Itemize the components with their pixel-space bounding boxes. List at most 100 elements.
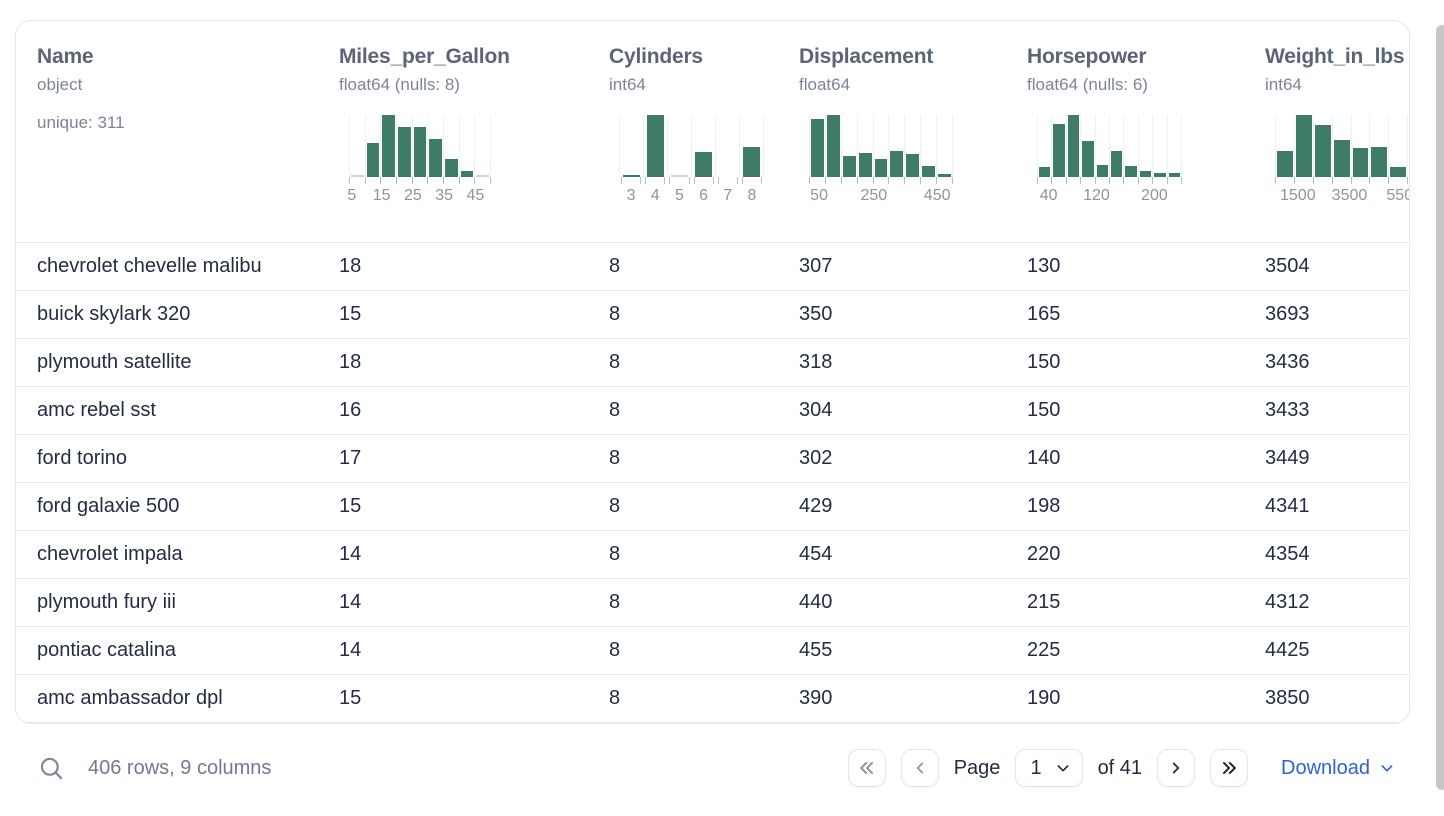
histogram-bin [1293,115,1313,177]
cell-cylinders: 8 [609,351,621,373]
cell-horsepower: 190 [1027,687,1061,709]
histogram-bar [1314,125,1331,177]
column-name: Cylinders [609,45,703,68]
cell-weight-in-lbs: 3449 [1265,447,1310,469]
chevron-right-icon [1172,762,1180,774]
cell-weight-in-lbs: 3433 [1265,399,1310,421]
column-header-name[interactable]: Name object unique: 311 [37,45,339,242]
histogram-bin [1369,115,1388,177]
histogram-bar [351,175,364,177]
histogram-displacement: 50 250 450 [809,115,954,207]
histogram-axis-label: 8 [747,187,757,204]
table-row: amc rebel sst 16 8 304 150 3433 [16,387,1409,435]
histogram-bar [460,171,474,177]
histogram-axis-label: 1500 [1280,187,1316,204]
histogram-bar [445,159,458,177]
cell-name: pontiac catalina [37,639,176,661]
histogram-axis-label: 4 [650,187,660,204]
cell-name: chevrolet impala [37,543,183,565]
first-page-button[interactable] [847,749,886,787]
histogram-axis-label: 5 [347,187,357,204]
column-type: float64 (nulls: 6) [1027,75,1148,94]
column-header-horsepower[interactable]: Horsepower float64 (nulls: 6) 40 120 200 [1027,45,1265,242]
cell-miles-per-gallon: 15 [339,495,362,517]
page-select[interactable]: 1 [1015,749,1083,787]
histogram-axis-labels: 40 120 200 [1037,187,1182,207]
cell-miles-per-gallon: 18 [339,351,362,373]
previous-page-button[interactable] [900,749,939,787]
histogram-bin [349,115,365,177]
table-row: ford galaxie 500 15 8 429 198 4341 [16,483,1409,531]
table-row: chevrolet chevelle malibu 18 8 307 130 3504 [16,243,1409,291]
histogram-bar [743,147,760,177]
histogram-axis-label: 15 [372,187,391,204]
histogram-axis-ticks [1037,177,1183,184]
cell-name: plymouth fury iii [37,591,176,613]
column-type: float64 [799,75,851,94]
table-footer: 406 rows, 9 columns Page 1 of 41 [38,744,1395,792]
histogram-bars [1037,115,1183,177]
histogram-axis-labels: 5 15 25 35 45 [347,187,491,207]
column-header-displacement[interactable]: Displacement float64 50 250 450 [799,45,1027,242]
cell-miles-per-gallon: 14 [339,543,362,565]
chevrons-left-icon [859,762,873,774]
cell-displacement: 429 [799,495,833,517]
histogram-bar [366,143,380,177]
cell-miles-per-gallon: 15 [339,303,362,325]
histogram-bar [938,174,952,177]
column-name: Weight_in_lbs [1265,45,1405,68]
cell-weight-in-lbs: 4312 [1265,591,1310,613]
cell-displacement: 350 [799,303,833,325]
last-page-button[interactable] [1210,749,1249,787]
histogram-axis-labels: 50 250 450 [809,187,953,207]
histogram-bar [1053,124,1065,177]
histogram-bin [872,115,889,177]
table-body: chevrolet chevelle malibu 18 8 307 130 3504 bu… [16,243,1409,723]
vertical-scrollbar[interactable] [1436,25,1444,790]
column-unique-count: unique: 311 [37,113,125,132]
histogram-bin [936,115,954,177]
column-header-cylinders[interactable]: Cylinders int64 3 4 5 6 7 8 [609,45,799,242]
chevron-left-icon [916,762,923,774]
histogram-bin [1275,115,1294,177]
cell-miles-per-gallon: 14 [339,591,362,613]
cell-horsepower: 150 [1027,351,1061,373]
histogram-bin [1388,115,1407,177]
histogram-axis-label: 35 [435,187,454,204]
column-header-miles-per-gallon[interactable]: Miles_per_Gallon float64 (nulls: 8) 5 15 25 3… [339,45,609,242]
histogram-bin [840,115,857,177]
cell-displacement: 390 [799,687,833,709]
histogram-bar [811,119,824,177]
histogram-bar [1390,167,1407,177]
cell-name: ford galaxie 500 [37,495,180,517]
search-button[interactable] [38,755,65,782]
column-name: Miles_per_Gallon [339,45,510,68]
cell-name: plymouth satellite [37,351,192,373]
histogram-axis-label: 450 [923,187,951,204]
column-type: int64 [609,75,646,94]
histogram-bar [1409,175,1410,177]
histogram-bars [349,115,492,177]
column-header-weight-in-lbs[interactable]: Weight_in_lbs int64 1500 3500 5500 [1265,45,1410,242]
histogram-bar [1352,148,1369,177]
table-row: buick skylark 320 15 8 350 165 3693 [16,291,1409,339]
histogram-bin [904,115,920,177]
download-button[interactable]: Download [1281,757,1395,780]
histogram-axis-label: 45 [466,187,485,204]
histogram-bin [739,115,764,177]
histogram-bin [667,115,691,177]
histogram-bin [474,115,492,177]
histogram-bin [691,115,715,177]
histogram-bar [1277,151,1293,177]
histogram-bar [906,154,920,177]
histogram-bar [858,153,872,177]
histogram-bin [1152,115,1166,177]
histogram-bar [826,115,840,177]
cell-weight-in-lbs: 4341 [1265,495,1310,517]
histogram-bin [1094,115,1109,177]
table-row: ford torino 17 8 302 140 3449 [16,435,1409,483]
histogram-bin [1407,115,1410,177]
next-page-button[interactable] [1157,749,1196,787]
